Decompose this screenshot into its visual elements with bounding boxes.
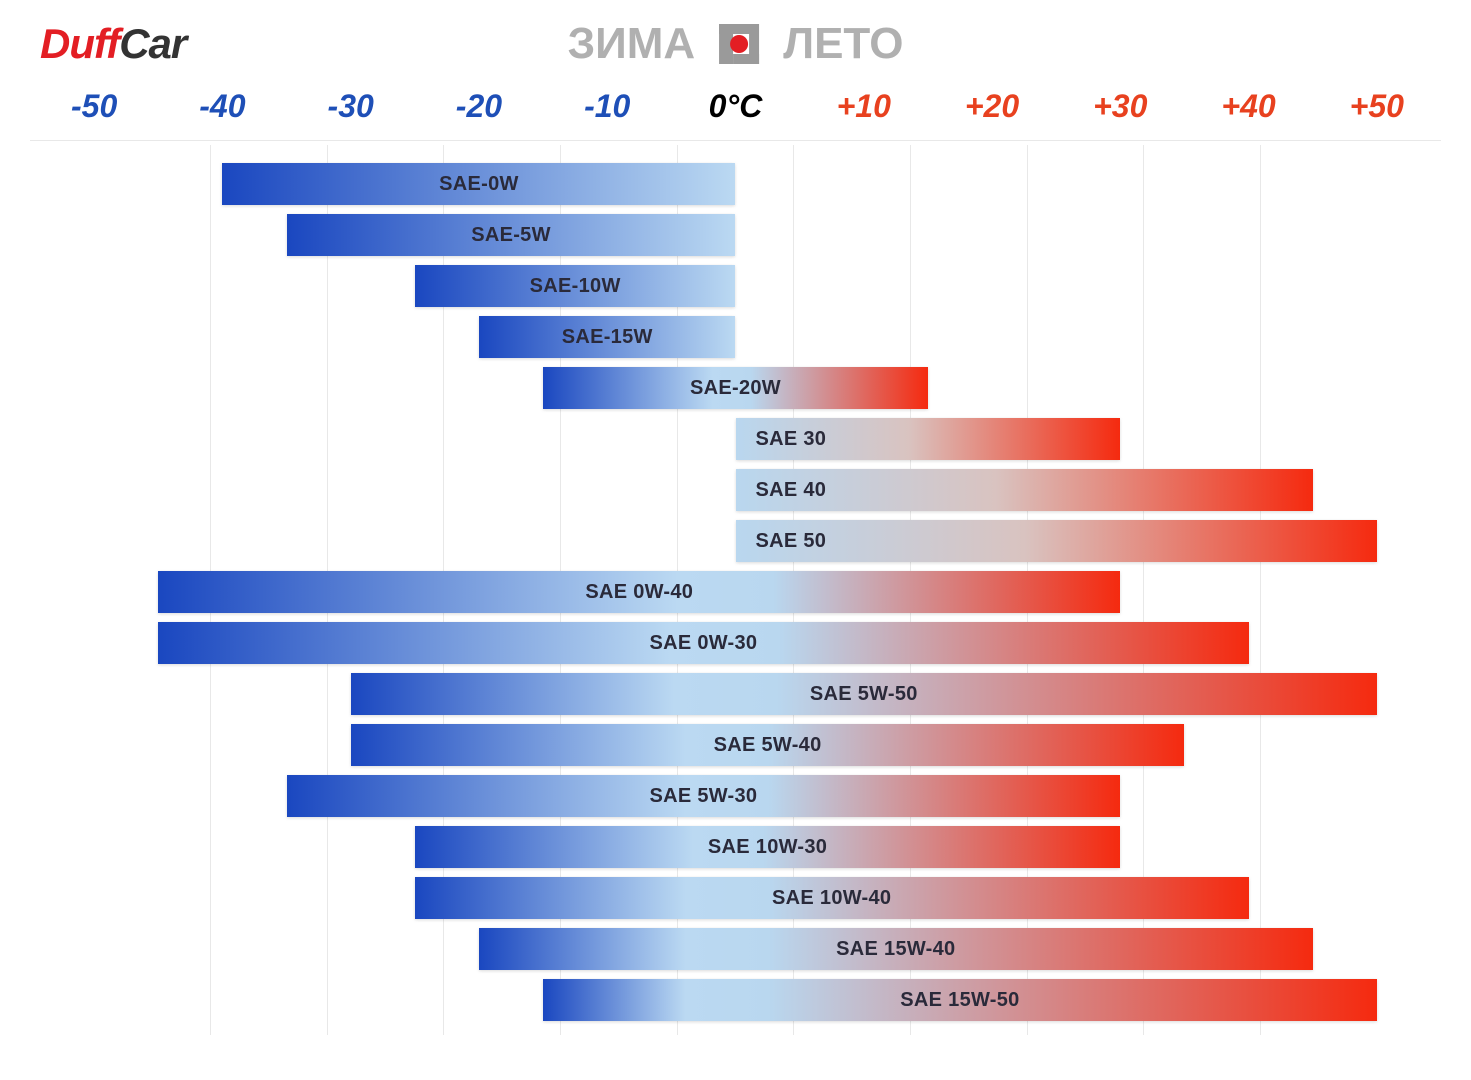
bar-row: SAE 40: [30, 469, 1441, 511]
range-bar: SAE 50: [736, 520, 1377, 562]
bar-label: SAE 10W-40: [772, 887, 891, 910]
axis-tick-label: +50: [1313, 88, 1441, 125]
bar-row: SAE 0W-30: [30, 622, 1441, 664]
axis-tick-label: +40: [1184, 88, 1312, 125]
logo-part2: Car: [119, 20, 186, 67]
axis-tick-label: -40: [158, 88, 286, 125]
bar-row: SAE-5W: [30, 214, 1441, 256]
season-icon: [713, 18, 765, 70]
range-bar: SAE 0W-30: [158, 622, 1248, 664]
season-header: ЗИМА ЛЕТО: [568, 18, 904, 70]
bar-row: SAE 30: [30, 418, 1441, 460]
bar-row: SAE 5W-40: [30, 724, 1441, 766]
bar-label: SAE 10W-30: [708, 836, 827, 859]
range-bar: SAE 30: [736, 418, 1121, 460]
range-bar: SAE 15W-50: [543, 979, 1377, 1021]
bar-label: SAE 5W-30: [649, 785, 757, 808]
bar-label: SAE 5W-50: [810, 683, 918, 706]
range-bar: SAE-15W: [479, 316, 736, 358]
bar-row: SAE 10W-30: [30, 826, 1441, 868]
bar-row: SAE 10W-40: [30, 877, 1441, 919]
header: DuffCar ЗИМА ЛЕТО: [0, 0, 1471, 78]
bar-label: SAE 0W-30: [649, 632, 757, 655]
range-bar: SAE-0W: [222, 163, 735, 205]
temperature-axis: -50-40-30-20-100°C+10+20+30+40+50: [0, 78, 1471, 125]
axis-tick-label: -50: [30, 88, 158, 125]
range-bar: SAE-5W: [287, 214, 736, 256]
axis-tick-label: +10: [800, 88, 928, 125]
bar-row: SAE-20W: [30, 367, 1441, 409]
bar-label: SAE 5W-40: [714, 734, 822, 757]
range-bar: SAE 5W-50: [351, 673, 1377, 715]
range-bar: SAE-10W: [415, 265, 736, 307]
axis-tick-label: -10: [543, 88, 671, 125]
range-bar: SAE 5W-30: [287, 775, 1121, 817]
range-bar: SAE 15W-40: [479, 928, 1313, 970]
bar-label: SAE 30: [756, 428, 827, 451]
logo-part1: Duff: [40, 20, 119, 67]
axis-tick-label: -20: [415, 88, 543, 125]
bar-row: SAE-10W: [30, 265, 1441, 307]
bar-label: SAE-20W: [690, 377, 781, 400]
bar-label: SAE 0W-40: [585, 581, 693, 604]
axis-tick-label: +20: [928, 88, 1056, 125]
top-divider: [30, 140, 1441, 141]
bar-row: SAE 15W-40: [30, 928, 1441, 970]
range-bar: SAE 5W-40: [351, 724, 1185, 766]
range-bar: SAE 40: [736, 469, 1313, 511]
chart-area: SAE-0W SAE-5W SAE-10W SAE-15W SAE-20W SAE 30 S…: [30, 145, 1441, 1035]
bar-label: SAE 15W-50: [900, 989, 1019, 1012]
summer-label: ЛЕТО: [783, 19, 903, 69]
bar-row: SAE 5W-50: [30, 673, 1441, 715]
bar-label: SAE-10W: [530, 275, 621, 298]
range-bar: SAE 10W-40: [415, 877, 1249, 919]
bar-row: SAE 15W-50: [30, 979, 1441, 1021]
bar-label: SAE-15W: [562, 326, 653, 349]
bar-row: SAE-0W: [30, 163, 1441, 205]
bars-container: SAE-0W SAE-5W SAE-10W SAE-15W SAE-20W SAE 30 S…: [30, 163, 1441, 1030]
axis-tick-label: +30: [1056, 88, 1184, 125]
axis-tick-label: -30: [287, 88, 415, 125]
logo: DuffCar: [40, 20, 186, 68]
bar-row: SAE 50: [30, 520, 1441, 562]
bar-label: SAE 50: [756, 530, 827, 553]
range-bar: SAE 10W-30: [415, 826, 1121, 868]
axis-tick-label: 0°C: [671, 88, 799, 125]
bar-label: SAE-0W: [439, 173, 519, 196]
winter-label: ЗИМА: [568, 19, 696, 69]
range-bar: SAE-20W: [543, 367, 928, 409]
bar-row: SAE 0W-40: [30, 571, 1441, 613]
range-bar: SAE 0W-40: [158, 571, 1120, 613]
bar-label: SAE 15W-40: [836, 938, 955, 961]
bar-row: SAE-15W: [30, 316, 1441, 358]
bar-row: SAE 5W-30: [30, 775, 1441, 817]
bar-label: SAE 40: [756, 479, 827, 502]
bar-label: SAE-5W: [471, 224, 551, 247]
